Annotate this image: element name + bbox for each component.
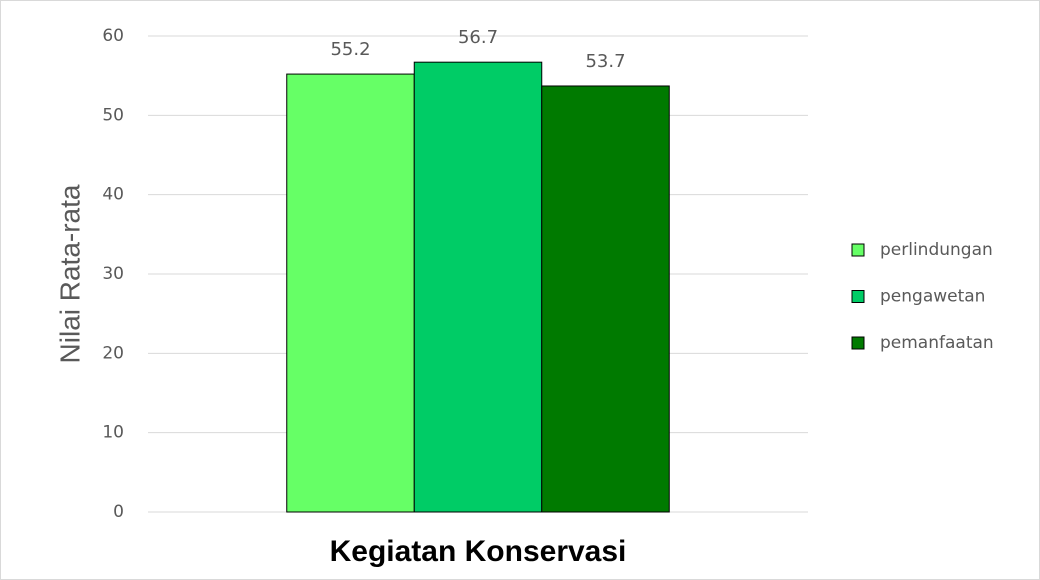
legend-label: pengawetan [880, 287, 985, 307]
y-tick-label: 50 [102, 105, 124, 125]
y-axis-label: Nilai Rata-rata [54, 184, 85, 363]
y-tick-label: 30 [102, 264, 124, 284]
data-label: 55.2 [330, 39, 370, 60]
bar [413, 61, 543, 513]
legend-label: perlindungan [880, 240, 993, 260]
y-tick-label: 0 [113, 502, 124, 522]
y-tick-label: 60 [102, 26, 124, 46]
legend-swatch [851, 290, 865, 303]
legend-swatch [851, 243, 865, 257]
data-label: 56.7 [458, 27, 498, 48]
y-tick-label: 20 [102, 343, 124, 363]
bar [541, 85, 670, 513]
legend-swatch [851, 336, 865, 350]
legend-label: pemanfaatan [880, 333, 994, 353]
y-tick-label: 10 [102, 423, 124, 443]
x-axis-label: Kegiatan Konservasi [330, 535, 627, 568]
bar [286, 73, 415, 513]
y-tick-label: 40 [102, 185, 124, 205]
data-label: 53.7 [585, 51, 625, 72]
